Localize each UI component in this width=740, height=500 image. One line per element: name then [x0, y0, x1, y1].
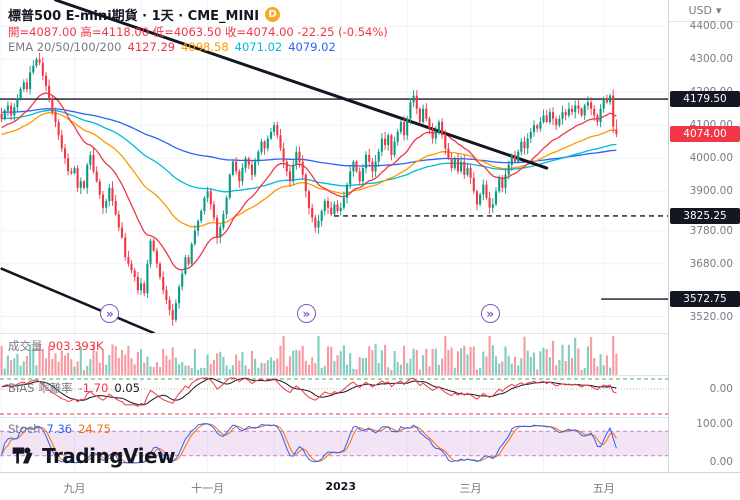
- chevron-down-icon: ▾: [715, 4, 722, 17]
- interval-badge[interactable]: D: [265, 7, 281, 22]
- stoch-axis-top: 100.00: [696, 418, 733, 430]
- bias-label: BIAS 乖離率: [8, 381, 73, 395]
- volume-pane[interactable]: [0, 334, 668, 375]
- time-label: 三月: [459, 482, 482, 495]
- time-label: 五月: [592, 482, 615, 495]
- volume-value: 903.393K: [48, 339, 104, 353]
- symbol-legend[interactable]: 標普500 E-mini期貨 · 1天 · CME_MINI D: [8, 5, 281, 24]
- price-tick: 4400.00: [689, 20, 733, 33]
- price-level-badge: 3572.75: [670, 291, 740, 308]
- time-label: 九月: [63, 482, 86, 495]
- volume-legend[interactable]: 成交量 903.393K: [8, 338, 104, 354]
- currency-selector[interactable]: USD ▾: [669, 0, 740, 22]
- ema50-value: 4098.58: [181, 40, 229, 54]
- bias-pane[interactable]: [0, 376, 668, 417]
- tradingview-watermark[interactable]: TradingView: [10, 443, 176, 468]
- ohlc-legend: 開=4087.00 高=4118.00 低=4063.50 收=4074.00 …: [8, 24, 388, 40]
- stoch-label: Stoch: [8, 422, 41, 436]
- price-level-badge: 4179.50: [670, 91, 740, 108]
- ema-legend[interactable]: EMA 20/50/100/200 4127.29 4098.58 4071.0…: [8, 40, 336, 54]
- main-price-pane[interactable]: [0, 0, 668, 333]
- tradingview-wordmark: TradingView: [42, 443, 176, 468]
- bias-value-1: -1.70: [78, 381, 109, 395]
- price-tick: 3520.00: [689, 310, 733, 323]
- price-tick: 3900.00: [689, 185, 733, 198]
- ema20-value: 4127.29: [127, 40, 176, 54]
- replay-marker-icon[interactable]: »: [100, 304, 120, 323]
- currency-label: USD: [688, 4, 712, 17]
- ohlc-values: 開=4087.00 高=4118.00 低=4063.50 收=4074.00 …: [8, 25, 388, 39]
- price-tick: 4300.00: [689, 53, 733, 66]
- stoch-pane[interactable]: [0, 418, 668, 472]
- replay-marker-icon[interactable]: »: [296, 304, 316, 323]
- ema200-value: 4079.02: [288, 40, 336, 54]
- stoch-d-value: 24.75: [78, 422, 112, 436]
- bias-value-2: 0.05: [114, 381, 140, 395]
- time-scale[interactable]: 九月 十一月 2023 三月 五月: [0, 473, 668, 500]
- time-label: 十一月: [191, 482, 225, 495]
- pane-divider[interactable]: [0, 333, 740, 334]
- price-level-badge: 3825.25: [670, 207, 740, 224]
- replay-marker-icon[interactable]: »: [480, 304, 500, 323]
- stoch-legend[interactable]: Stoch 7.36 24.75: [8, 422, 111, 436]
- price-level-badge: 4074.00: [670, 125, 740, 142]
- price-tick: 3680.00: [689, 257, 733, 270]
- stoch-k-value: 7.36: [46, 422, 73, 436]
- stoch-axis-bottom: 0.00: [709, 456, 733, 468]
- ema-label: EMA 20/50/100/200: [8, 40, 122, 54]
- price-tick: 4000.00: [689, 152, 733, 165]
- bias-axis-zero: 0.00: [709, 383, 733, 395]
- time-axis-divider: [0, 472, 740, 473]
- symbol-title[interactable]: 標普500 E-mini期貨 · 1天 · CME_MINI: [8, 9, 260, 24]
- ema100-value: 4071.02: [234, 40, 283, 54]
- bias-legend[interactable]: BIAS 乖離率 -1.70 0.05: [8, 380, 140, 396]
- pane-divider[interactable]: [0, 417, 740, 418]
- pane-divider[interactable]: [0, 375, 740, 376]
- price-tick: 3780.00: [689, 224, 733, 237]
- price-scale[interactable]: USD ▾ 0.00 100.00 0.00 4400.004300.00420…: [668, 0, 740, 472]
- volume-label: 成交量: [8, 339, 43, 353]
- tradingview-logo-icon: [12, 447, 33, 464]
- time-label: 2023: [325, 480, 356, 493]
